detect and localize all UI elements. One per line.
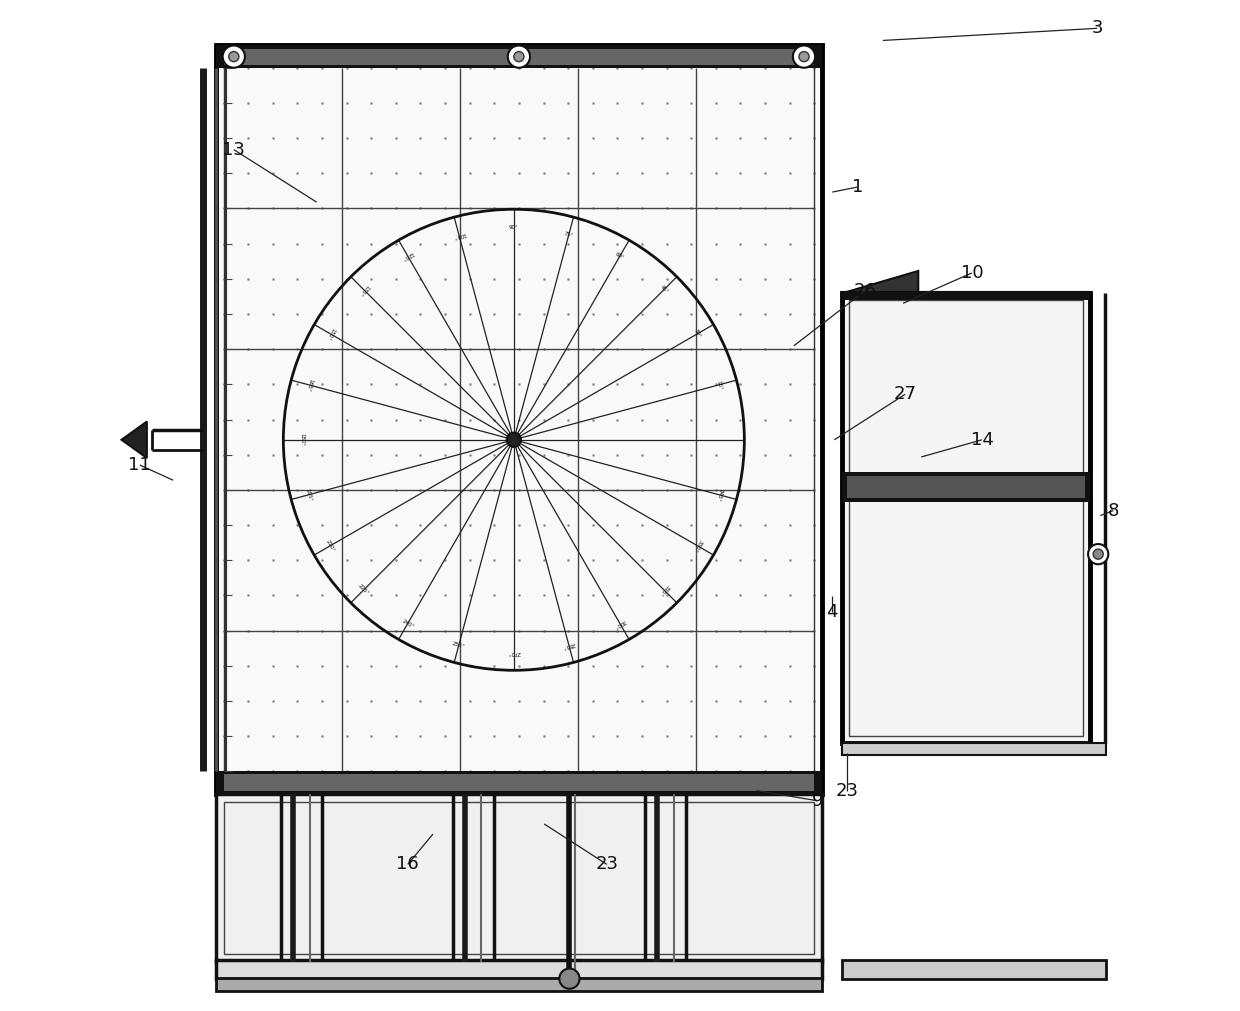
Bar xyxy=(842,293,1090,743)
Bar xyxy=(216,960,822,979)
Text: 315°: 315° xyxy=(657,583,671,596)
Bar xyxy=(216,794,822,962)
Text: 11: 11 xyxy=(129,456,151,474)
Text: 240°: 240° xyxy=(401,618,414,629)
Circle shape xyxy=(228,52,239,62)
Text: 16: 16 xyxy=(397,855,419,874)
Text: 105°: 105° xyxy=(451,231,466,239)
Text: 285°: 285° xyxy=(562,641,575,649)
Polygon shape xyxy=(842,271,919,298)
Text: 180°: 180° xyxy=(299,433,304,447)
Bar xyxy=(216,45,822,794)
Text: 120°: 120° xyxy=(401,251,414,262)
Text: 45°: 45° xyxy=(658,284,670,295)
Text: 60°: 60° xyxy=(615,252,625,261)
Circle shape xyxy=(792,45,815,68)
Bar xyxy=(223,49,815,65)
Circle shape xyxy=(559,969,579,989)
Circle shape xyxy=(507,433,521,447)
Bar xyxy=(223,802,815,954)
Text: 135°: 135° xyxy=(357,283,371,296)
Text: 23: 23 xyxy=(836,782,859,800)
Text: 90°: 90° xyxy=(508,225,518,229)
Text: 14: 14 xyxy=(971,431,993,449)
Bar xyxy=(216,45,822,68)
Text: 195°: 195° xyxy=(305,487,312,501)
Bar xyxy=(849,300,1083,736)
Text: 1: 1 xyxy=(852,178,863,196)
Text: 30°: 30° xyxy=(693,329,702,339)
Circle shape xyxy=(223,45,246,68)
Text: 165°: 165° xyxy=(305,378,312,392)
Bar xyxy=(842,293,1090,300)
Text: 9: 9 xyxy=(811,792,823,810)
Text: 13: 13 xyxy=(222,141,246,159)
Text: 8: 8 xyxy=(1107,501,1118,520)
Text: 15°: 15° xyxy=(715,379,723,390)
Circle shape xyxy=(507,45,529,68)
Text: 225°: 225° xyxy=(357,583,371,596)
Text: 300°: 300° xyxy=(613,618,627,629)
Text: 10: 10 xyxy=(961,264,983,282)
Circle shape xyxy=(799,52,808,62)
Text: 210°: 210° xyxy=(325,539,336,553)
Bar xyxy=(842,743,1106,755)
Text: 4: 4 xyxy=(827,603,838,621)
Text: 26: 26 xyxy=(853,282,877,300)
Bar xyxy=(216,771,822,794)
Bar xyxy=(223,54,815,786)
Bar xyxy=(842,472,1090,502)
Text: 75°: 75° xyxy=(563,232,574,239)
Bar xyxy=(223,774,815,791)
Bar xyxy=(216,978,822,991)
Text: 150°: 150° xyxy=(325,327,336,341)
Text: 255°: 255° xyxy=(451,641,466,649)
Text: 27: 27 xyxy=(894,385,916,403)
Text: 345°: 345° xyxy=(714,487,723,501)
Text: 23: 23 xyxy=(595,855,619,874)
Text: 330°: 330° xyxy=(692,539,703,553)
Bar xyxy=(847,476,1085,498)
Circle shape xyxy=(1094,549,1104,559)
Circle shape xyxy=(513,52,525,62)
Text: 270°: 270° xyxy=(507,650,521,654)
Polygon shape xyxy=(122,422,146,458)
Circle shape xyxy=(1087,544,1109,564)
Bar xyxy=(842,960,1106,979)
Text: 3: 3 xyxy=(1091,19,1102,37)
